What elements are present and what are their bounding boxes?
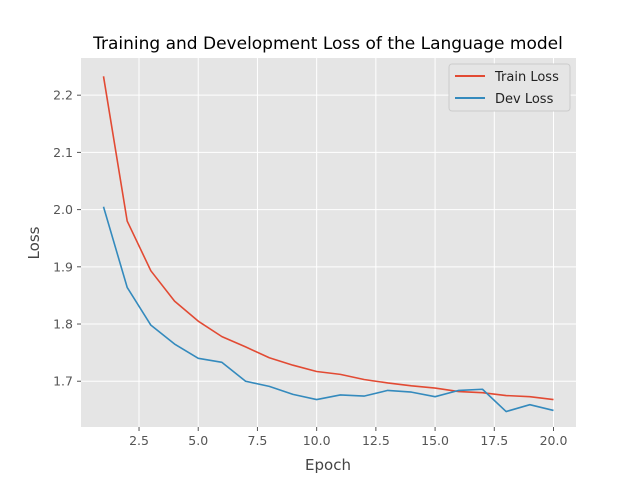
y-tick-label: 2.0 bbox=[53, 202, 73, 217]
y-tick-label: 1.7 bbox=[53, 374, 73, 389]
y-tick-label: 1.8 bbox=[53, 317, 73, 332]
x-tick-label: 20.0 bbox=[540, 433, 568, 448]
legend: Train Loss Dev Loss bbox=[448, 63, 571, 112]
y-tick-label: 1.9 bbox=[53, 259, 73, 274]
x-tick-label: 15.0 bbox=[421, 433, 449, 448]
y-tick-label: 2.1 bbox=[53, 145, 73, 160]
y-axis-label: Loss bbox=[25, 226, 43, 259]
series-line-train-loss bbox=[102, 76, 554, 401]
y-axis-ticks: 1.7 1.8 1.9 2.0 2.1 2.2 bbox=[53, 88, 81, 389]
x-tick-label: 10.0 bbox=[303, 433, 331, 448]
x-axis-ticks: 2.5 5.0 7.5 10.0 12.5 15.0 17.5 20.0 bbox=[129, 427, 567, 448]
series-line-dev-loss bbox=[102, 206, 554, 413]
x-tick-label: 12.5 bbox=[362, 433, 390, 448]
plot-area bbox=[81, 58, 576, 427]
y-tick-label: 2.2 bbox=[53, 88, 73, 103]
x-tick-label: 2.5 bbox=[129, 433, 149, 448]
legend-label-dev-loss: Dev Loss bbox=[495, 92, 554, 107]
x-tick-label: 7.5 bbox=[248, 433, 268, 448]
x-axis-label: Epoch bbox=[305, 456, 351, 474]
x-tick-label: 17.5 bbox=[480, 433, 508, 448]
legend-label-train-loss: Train Loss bbox=[494, 70, 559, 85]
x-tick-label: 5.0 bbox=[188, 433, 208, 448]
chart-title: Training and Development Loss of the Lan… bbox=[92, 34, 563, 54]
series-lines bbox=[102, 76, 554, 413]
